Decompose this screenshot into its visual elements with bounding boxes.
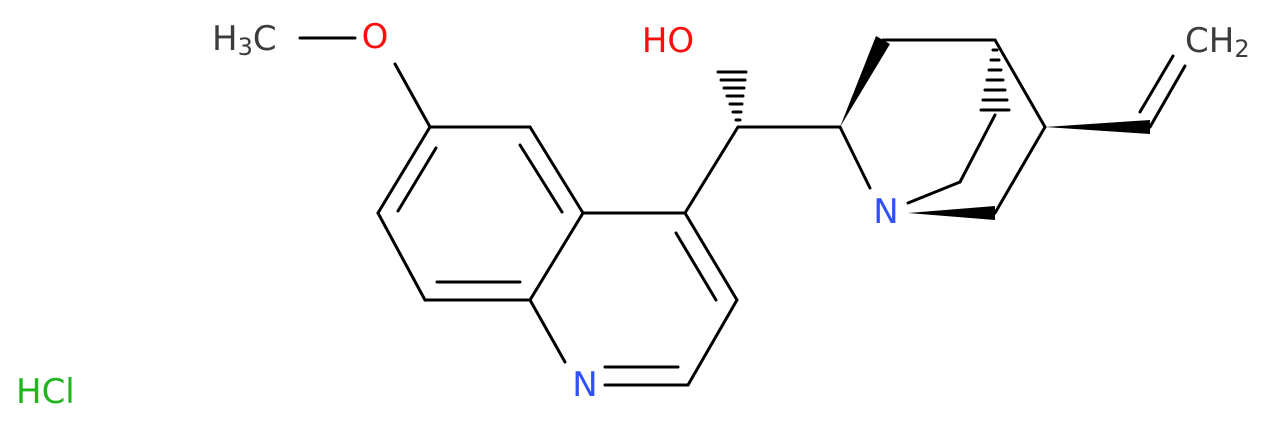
salt-label: HCl bbox=[16, 372, 75, 412]
atom-label: H3C bbox=[212, 19, 277, 62]
bonds bbox=[298, 36, 1187, 387]
atom-label: N bbox=[572, 365, 597, 405]
atom-label: CH2 bbox=[1185, 21, 1250, 64]
atom-label: HO bbox=[642, 21, 694, 61]
atom-label: O bbox=[362, 17, 389, 57]
atom-label: N bbox=[873, 192, 898, 232]
